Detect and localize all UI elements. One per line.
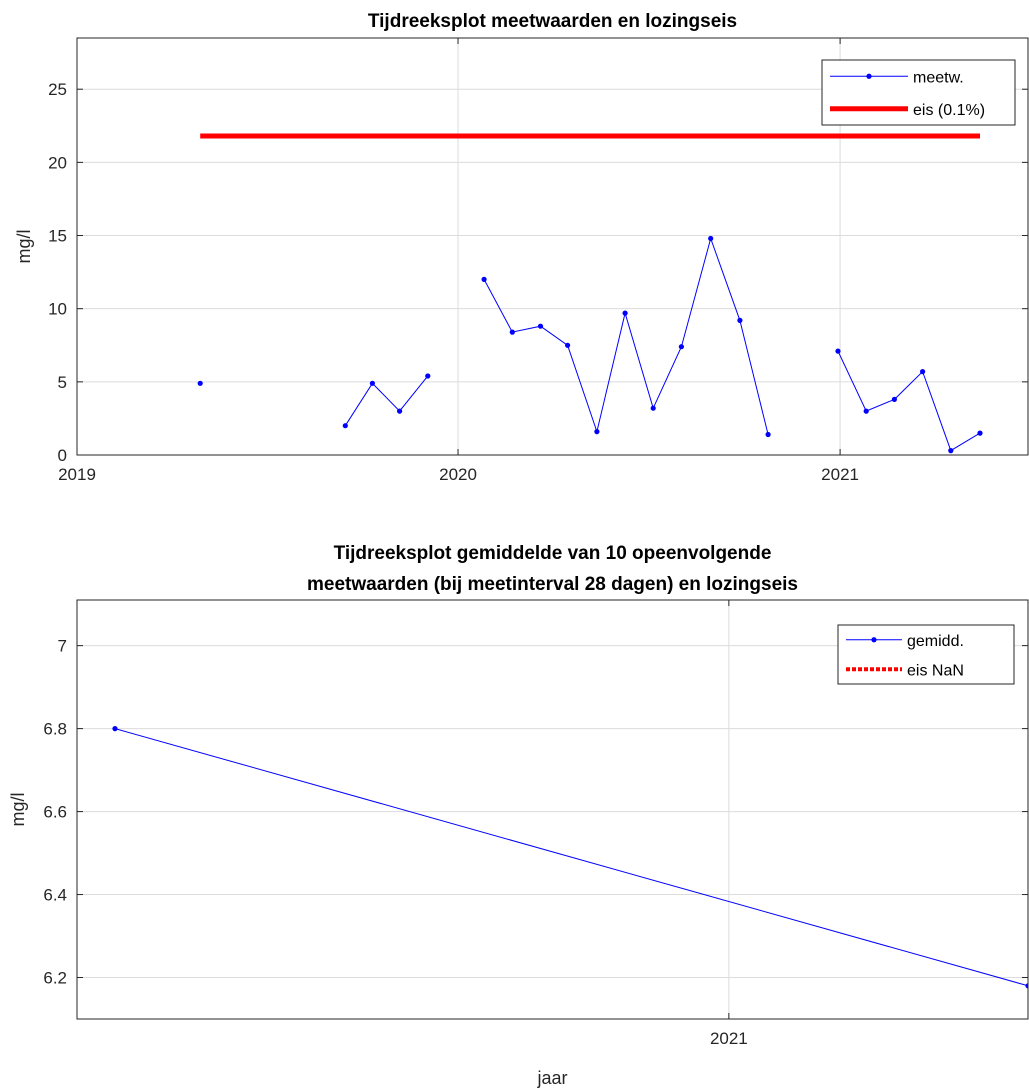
- chart-title-line: meetwaarden (bij meetinterval 28 dagen) …: [307, 574, 798, 595]
- y-tick-label: 6.2: [43, 969, 67, 988]
- data-point: [112, 726, 118, 732]
- x-tick-label: 2021: [821, 465, 859, 484]
- data-point: [920, 369, 926, 375]
- y-tick-label: 6.6: [43, 803, 67, 822]
- data-point: [369, 380, 375, 386]
- legend-marker: [871, 637, 877, 643]
- data-point: [835, 348, 841, 354]
- y-tick-label: 5: [58, 373, 67, 392]
- data-point: [650, 405, 656, 411]
- data-point: [397, 408, 403, 414]
- y-axis-label: mg/l: [8, 792, 28, 826]
- x-tick-label: 2021: [710, 1029, 748, 1048]
- chart-title: Tijdreeksplot meetwaarden en lozingseis: [368, 11, 737, 32]
- legend: [821, 59, 1016, 126]
- y-tick-label: 7: [58, 637, 67, 656]
- data-point: [678, 344, 685, 350]
- x-tick-label: 2019: [58, 465, 96, 484]
- legend-label: gemidd.: [907, 633, 964, 650]
- data-point: [565, 342, 571, 348]
- data-point: [708, 235, 714, 242]
- data-point: [509, 329, 515, 335]
- x-tick-label: 2020: [439, 465, 477, 484]
- legend-marker: [866, 73, 872, 79]
- y-tick-label: 6.8: [43, 720, 67, 739]
- data-point: [594, 429, 600, 435]
- y-tick-label: 0: [58, 446, 67, 465]
- y-axis-label: mg/l: [14, 229, 34, 263]
- y-tick-label: 15: [48, 227, 67, 246]
- data-point: [948, 448, 954, 454]
- series-line-0-0: [114, 728, 1028, 987]
- data-point: [481, 276, 487, 282]
- axes-box: [76, 37, 1029, 456]
- chart-title-line: Tijdreeksplot gemiddelde van 10 opeenvol…: [334, 543, 772, 564]
- axes-box: [76, 599, 1029, 1020]
- legend-label: eis (0.1%): [913, 102, 985, 119]
- series-line-0-3: [837, 350, 981, 452]
- legend-label: meetw.: [913, 69, 964, 86]
- data-point: [765, 431, 771, 438]
- series-line-0-1: [344, 375, 429, 426]
- data-point: [622, 310, 628, 316]
- data-point: [425, 373, 431, 379]
- y-tick-label: 10: [48, 300, 67, 319]
- y-tick-label: 25: [48, 80, 67, 99]
- data-point: [863, 408, 869, 414]
- data-point: [537, 323, 544, 329]
- data-point: [1025, 983, 1028, 989]
- y-tick-label: 20: [48, 153, 67, 172]
- legend-label: eis NaN: [907, 662, 964, 679]
- legend: [837, 624, 1015, 685]
- data-point: [737, 317, 743, 323]
- data-point: [977, 430, 983, 436]
- x-axis-label: jaar: [536, 1068, 567, 1088]
- y-tick-label: 6.4: [43, 886, 67, 905]
- data-point: [197, 380, 203, 386]
- data-point: [891, 396, 898, 402]
- data-point: [342, 423, 348, 429]
